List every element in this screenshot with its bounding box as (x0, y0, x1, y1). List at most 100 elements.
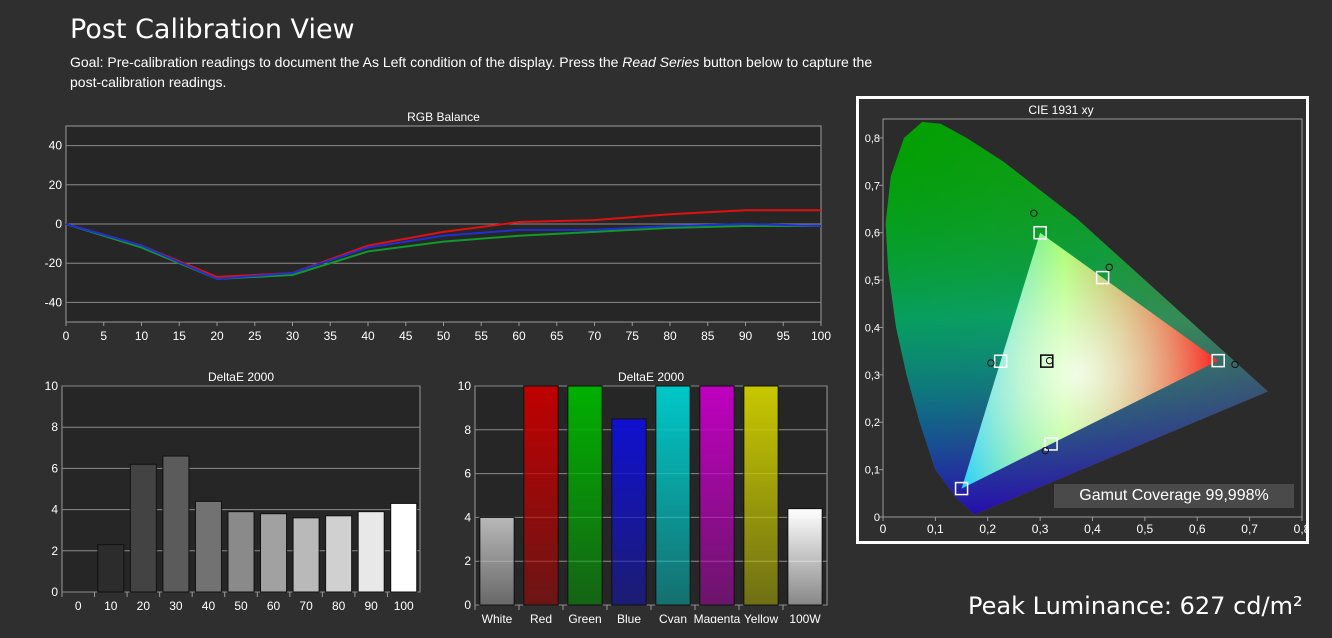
x-tick-label: 25 (248, 329, 262, 343)
target-marker (1044, 437, 1058, 451)
series-line-1 (65, 209, 821, 278)
x-tick-label: 5 (100, 329, 107, 343)
x-tick-label: 0,6 (1189, 522, 1206, 536)
x-tick-label: 85 (701, 329, 715, 343)
target-marker (954, 481, 969, 496)
bar-90 (357, 511, 385, 593)
target-marker (1095, 270, 1110, 285)
y-tick-label: 0,8 (865, 133, 880, 145)
x-tick-label: White (482, 612, 513, 623)
y-tick-label: 0 (55, 217, 62, 231)
x-tick-label: 70 (299, 599, 313, 613)
x-tick-label: Green (568, 612, 601, 623)
x-tick-label: 10 (104, 599, 118, 613)
x-tick-label: 100 (394, 599, 414, 613)
read-series-emphasis: Read Series (622, 54, 700, 70)
x-tick-label: 0 (63, 329, 70, 343)
x-tick-label: 0,4 (1084, 522, 1101, 536)
chart-title: DeltaE 2000 (208, 370, 274, 384)
chart-title: CIE 1931 xy (1028, 103, 1093, 117)
x-tick-label: 30 (169, 599, 183, 613)
x-tick-label: 0,3 (1032, 522, 1049, 536)
deltae-colors-chart: DeltaE 2000 10 8 6 4 2 0 White Red Green Blue Cyan M… (458, 370, 828, 623)
x-tick-label: 0,8 (1294, 522, 1306, 536)
measured-point (1045, 356, 1054, 365)
gamut-triangle-white (961, 232, 1219, 489)
x-tick-label: 80 (663, 329, 677, 343)
y-tick-label: 2 (51, 544, 58, 558)
y-tick-label: 8 (51, 420, 58, 434)
x-tick-label: Blue (617, 612, 641, 623)
goal-text-prefix: Goal: Pre-calibration readings to docume… (70, 54, 623, 70)
y-tick-label: 0 (874, 512, 880, 524)
x-tick-label: 40 (361, 329, 375, 343)
x-tick-label: 15 (173, 329, 187, 343)
x-tick-label: 60 (512, 329, 526, 343)
y-tick-label: 0 (464, 598, 471, 612)
x-tick-label: Magenta (694, 612, 741, 623)
peak-luminance-label: Peak Luminance: 627 cd/m² (968, 592, 1303, 620)
gamut-coverage-label: Gamut Coverage 99,998% (1054, 484, 1294, 508)
target-marker (1211, 353, 1225, 368)
measured-point (1231, 360, 1239, 369)
x-tick-label: Cyan (659, 612, 687, 623)
y-tick-label: 10 (458, 379, 472, 393)
page-title: Post Calibration View (70, 14, 355, 45)
y-tick-label: 6 (464, 467, 471, 481)
x-tick-label: 35 (324, 329, 338, 343)
x-tick-label: 80 (332, 599, 346, 613)
x-tick-label: 65 (550, 329, 564, 343)
target-marker (1033, 225, 1047, 240)
bar-50 (227, 511, 255, 593)
goal-description: Goal: Pre-calibration readings to docume… (70, 52, 890, 92)
x-tick-label: 10 (135, 329, 149, 343)
x-tick-label: 60 (267, 599, 281, 613)
bar-20 (129, 463, 157, 593)
bar-red (523, 385, 559, 606)
y-tick-label: 0,1 (865, 465, 880, 477)
y-tick-label: 0,4 (865, 322, 880, 334)
measured-point (987, 359, 995, 367)
y-tick-label: 6 (51, 461, 58, 475)
x-tick-label: 50 (437, 329, 451, 343)
bar-60 (260, 513, 288, 593)
x-tick-label: 100 (811, 329, 831, 343)
x-tick-label: 0 (75, 599, 82, 613)
x-tick-label: 100W (789, 612, 821, 623)
x-tick-label: 50 (234, 599, 248, 613)
chart-title: RGB Balance (407, 110, 480, 124)
x-tick-label: 30 (286, 329, 300, 343)
x-tick-label: 95 (777, 329, 791, 343)
bar-100 (390, 502, 418, 593)
bar-cyan (655, 385, 691, 606)
bar-white (479, 516, 515, 606)
y-tick-label: 0 (51, 585, 58, 599)
bar-magenta (699, 385, 735, 606)
rgb-balance-chart: RGB Balance 40 20 0 -20 -40 0 5 10 15 20 25 30 35 40 45… (45, 110, 832, 343)
y-tick-label: 8 (464, 423, 471, 437)
y-tick-label: 10 (45, 379, 59, 393)
x-tick-label: 20 (210, 329, 224, 343)
y-tick-label: 4 (51, 503, 58, 517)
x-tick-label: 90 (739, 329, 753, 343)
chart-title: DeltaE 2000 (618, 370, 684, 384)
measured-point (1105, 263, 1113, 272)
x-tick-label: 20 (137, 599, 151, 613)
y-tick-label: 2 (464, 554, 471, 568)
bar-10 (97, 544, 125, 593)
x-tick-label: 55 (475, 329, 489, 343)
x-tick-label: 0,5 (1137, 522, 1154, 536)
measured-point (1030, 209, 1038, 217)
y-tick-label: 0,3 (865, 370, 880, 382)
y-tick-label: -20 (45, 256, 63, 270)
bar-80 (325, 515, 353, 593)
x-tick-label: 70 (588, 329, 602, 343)
bar-100w (787, 508, 823, 606)
x-tick-label: 75 (626, 329, 640, 343)
x-tick-label: 0,2 (979, 522, 996, 536)
bar-green (567, 385, 603, 606)
x-tick-label: 0 (880, 522, 887, 536)
x-tick-label: 0,7 (1241, 522, 1258, 536)
cie-chart-frame (856, 96, 1309, 544)
